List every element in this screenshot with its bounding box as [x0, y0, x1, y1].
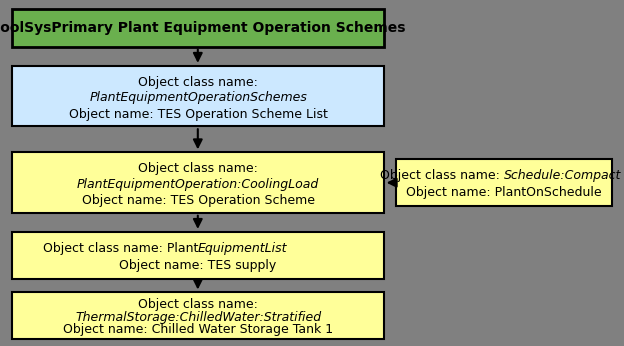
- Text: Object class name:: Object class name:: [138, 162, 258, 175]
- Text: Object name: TES Operation Scheme List: Object name: TES Operation Scheme List: [69, 108, 328, 121]
- Text: Object name: Chilled Water Storage Tank 1: Object name: Chilled Water Storage Tank …: [63, 323, 333, 336]
- FancyBboxPatch shape: [12, 292, 384, 339]
- Text: CoolSysPrimary Plant Equipment Operation Schemes: CoolSysPrimary Plant Equipment Operation…: [0, 21, 406, 35]
- Text: Schedule:Compact: Schedule:Compact: [504, 169, 622, 182]
- Text: Object class name: Plant: Object class name: Plant: [43, 242, 198, 255]
- Text: ThermalStorage:ChilledWater:Stratified: ThermalStorage:ChilledWater:Stratified: [75, 311, 321, 324]
- FancyBboxPatch shape: [396, 159, 612, 206]
- Text: EquipmentList: EquipmentList: [198, 242, 288, 255]
- FancyBboxPatch shape: [12, 232, 384, 279]
- Text: PlantEquipmentOperation:CoolingLoad: PlantEquipmentOperation:CoolingLoad: [77, 178, 319, 191]
- Text: PlantEquipmentOperationSchemes: PlantEquipmentOperationSchemes: [89, 91, 307, 104]
- FancyBboxPatch shape: [12, 9, 384, 47]
- Text: Object class name:: Object class name:: [138, 75, 258, 89]
- Text: Object name: TES Operation Scheme: Object name: TES Operation Scheme: [82, 194, 314, 207]
- FancyBboxPatch shape: [12, 66, 384, 126]
- Text: Object class name:: Object class name:: [138, 299, 258, 311]
- Text: Object class name:: Object class name:: [380, 169, 504, 182]
- Text: Object name: PlantOnSchedule: Object name: PlantOnSchedule: [406, 186, 602, 199]
- Text: Object name: TES supply: Object name: TES supply: [119, 259, 277, 272]
- FancyBboxPatch shape: [12, 152, 384, 213]
